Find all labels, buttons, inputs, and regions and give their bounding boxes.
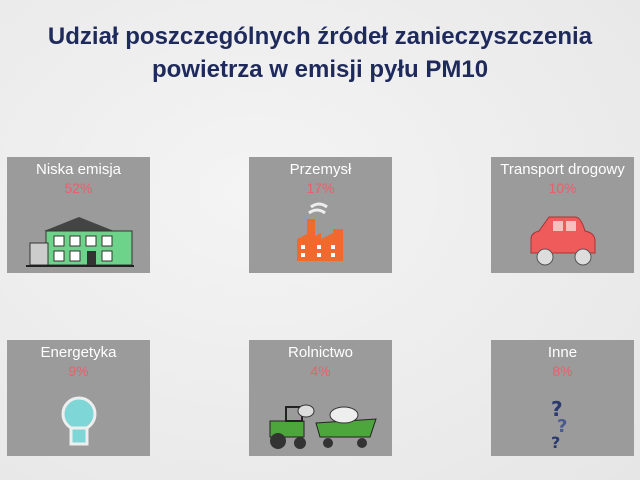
card-label: Inne	[547, 344, 578, 361]
car-icon	[491, 209, 634, 269]
building-icon	[7, 209, 150, 269]
card-energetyka: Energetyka 9%	[7, 340, 150, 456]
tractor-icon	[249, 397, 392, 452]
card-percent: 17%	[306, 180, 335, 196]
card-label: Niska emisja	[35, 161, 122, 178]
svg-text:?: ?	[551, 433, 560, 452]
card-inne: Inne 8% ???	[491, 340, 634, 456]
card-label: Rolnictwo	[287, 344, 354, 361]
card-rolnictwo: Rolnictwo 4%	[249, 340, 392, 456]
page-title: Udział poszczególnych źródeł zanieczyszc…	[47, 23, 593, 83]
card-percent: 9%	[68, 363, 89, 379]
factory-icon	[249, 199, 392, 269]
card-label: Energetyka	[40, 344, 117, 361]
svg-text:?: ?	[557, 416, 567, 437]
card-percent: 8%	[552, 363, 573, 379]
card-percent: 10%	[548, 180, 577, 196]
card-label: Transport drogowy	[500, 161, 625, 178]
card-label: Przemysł	[289, 161, 352, 178]
question-marks-icon: ???	[491, 392, 634, 452]
card-transport-drogowy: Transport drogowy 10%	[491, 157, 634, 273]
card-percent: 4%	[310, 363, 331, 379]
lightbulb-icon	[7, 392, 150, 452]
card-percent: 52%	[64, 180, 93, 196]
svg-text:?: ?	[551, 397, 563, 421]
card-przemysl: Przemysł 17%	[249, 157, 392, 273]
card-niska-emisja: Niska emisja 52%	[7, 157, 150, 273]
